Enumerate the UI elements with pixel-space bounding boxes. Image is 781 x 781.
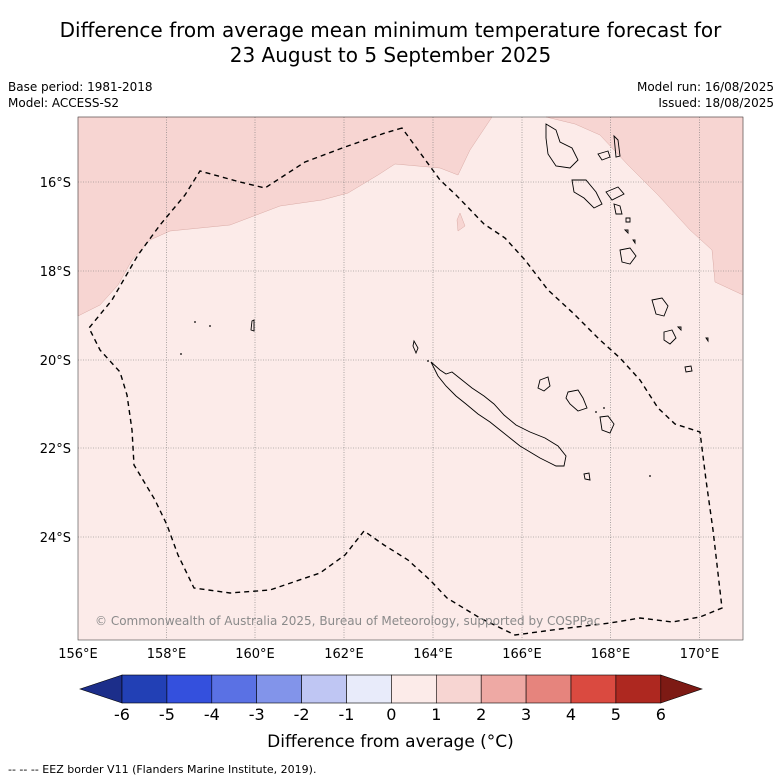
- y-tick-20s: 20°S: [40, 354, 71, 369]
- anomaly-patch-small: [456, 212, 466, 232]
- colorbar-bin-4-5: [570, 674, 617, 704]
- islet-d: [676, 326, 682, 332]
- islet-e: [705, 337, 709, 343]
- title-line-1: Difference from average mean minimum tem…: [59, 18, 722, 42]
- colorbar-bin-m1-0: [346, 674, 392, 704]
- anomaly-region-1-2-northwest: [77, 116, 493, 317]
- colorbar-bin-m2-m1: [301, 674, 347, 704]
- x-axis-labels: 156°E 158°E 160°E 162°E 164°E 166°E 168°…: [58, 647, 719, 662]
- small-islets: [180, 321, 651, 477]
- eez-footnote: -- -- -- EEZ border V11 (Flanders Marine…: [8, 763, 317, 776]
- x-tick-164: 164°E: [413, 647, 453, 662]
- colorbar-bin-m5-m4: [166, 674, 213, 704]
- island-lifou: [565, 389, 588, 412]
- x-tick-156: 156°E: [58, 647, 98, 662]
- map-frame: [77, 116, 744, 641]
- copyright-notice: © Commonwealth of Australia 2025, Bureau…: [95, 614, 601, 628]
- meta-left: Base period: 1981-2018 Model: ACCESS-S2: [8, 79, 153, 111]
- colorbar-label-2: 2: [476, 705, 486, 724]
- island-chesterfield: [250, 319, 255, 332]
- y-tick-22s: 22°S: [40, 442, 71, 457]
- base-period: Base period: 1981-2018: [8, 80, 153, 94]
- coastlines: [250, 123, 709, 481]
- issued-date: Issued: 18/08/2025: [658, 96, 774, 110]
- island-espiritu-santo: [545, 123, 579, 169]
- colorbar-label-6: 6: [656, 705, 666, 724]
- colorbar-label-0: 0: [386, 705, 396, 724]
- colorbar-bin-m4-m3: [211, 674, 258, 704]
- colorbar-label-4: 4: [566, 705, 576, 724]
- map-title: Difference from average mean minimum tem…: [0, 18, 781, 68]
- island-efate: [619, 247, 637, 265]
- islet-a: [625, 217, 631, 223]
- colorbar-label-m5: -5: [159, 705, 175, 724]
- x-tick-168: 168°E: [591, 647, 631, 662]
- x-tick-166: 166°E: [502, 647, 542, 662]
- islet-c: [632, 239, 636, 245]
- island-malo: [597, 150, 611, 161]
- island-maewo: [613, 134, 621, 158]
- colorbar-bin-3-4: [525, 674, 572, 704]
- meta-right: Model run: 16/08/2025 Issued: 18/08/2025: [637, 79, 774, 111]
- colorbar-bin-0-1: [391, 674, 437, 704]
- x-tick-162: 162°E: [324, 647, 364, 662]
- model-run: Model run: 16/08/2025: [636, 80, 774, 94]
- island-malekula: [571, 179, 603, 209]
- colorbar-title: Difference from average (°C): [267, 732, 514, 752]
- colorbar-label-m3: -3: [249, 705, 265, 724]
- island-mare: [599, 415, 615, 434]
- island-ambrym: [605, 186, 625, 201]
- island-epi: [613, 203, 623, 215]
- y-tick-18s: 18°S: [40, 265, 71, 280]
- colorbar-label-m4: -4: [204, 705, 220, 724]
- y-tick-16s: 16°S: [40, 176, 71, 191]
- colorbar-label-5: 5: [611, 705, 621, 724]
- island-belep: [412, 339, 419, 355]
- x-tick-170: 170°E: [680, 647, 720, 662]
- y-axis-labels: 16°S 18°S 20°S 22°S 24°S: [40, 176, 71, 546]
- y-tick-24s: 24°S: [40, 531, 71, 546]
- islet-b: [623, 229, 629, 235]
- gridlines: [78, 117, 743, 640]
- island-ouvea: [537, 376, 551, 392]
- colorbar-label-1: 1: [431, 705, 441, 724]
- island-aneityum: [684, 365, 693, 373]
- colorbar-label-3: 3: [521, 705, 531, 724]
- x-tick-158: 158°E: [147, 647, 187, 662]
- colorbar-bin-m3-m2: [256, 674, 302, 704]
- model-name: Model: ACCESS-S2: [8, 96, 120, 110]
- island-pines: [583, 472, 591, 481]
- colorbar-bin-5-6: [615, 674, 662, 704]
- colorbar-label-m2: -2: [294, 705, 310, 724]
- x-tick-160: 160°E: [235, 647, 275, 662]
- colorbar-extend-high: [660, 674, 703, 704]
- colorbar-bin-m6-m5: [121, 674, 168, 704]
- colorbar-label-m1: -1: [339, 705, 355, 724]
- colorbar-bin-1-2: [435, 674, 482, 704]
- colorbar-label-m6: -6: [114, 705, 130, 724]
- colorbar: [79, 674, 703, 704]
- colorbar-labels: -6 -5 -4 -3 -2 -1 0 1 2 3 4 5 6: [114, 705, 666, 724]
- eez-border: [88, 127, 723, 636]
- island-tanna: [663, 329, 677, 345]
- island-erromango: [651, 297, 669, 317]
- new-caledonia-island: [430, 361, 567, 467]
- colorbar-bin-2-3: [480, 674, 527, 704]
- title-line-2: 23 August to 5 September 2025: [229, 43, 552, 67]
- colorbar-extend-low: [79, 674, 123, 704]
